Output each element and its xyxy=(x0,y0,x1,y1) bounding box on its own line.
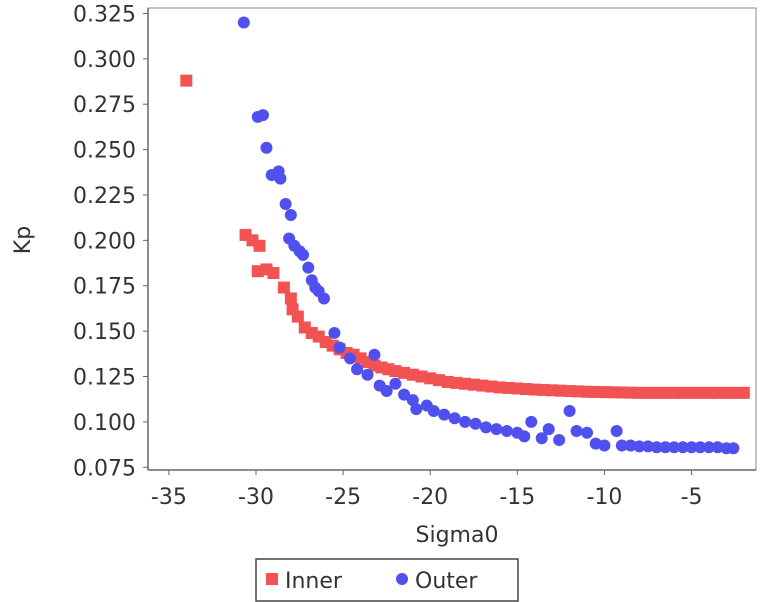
outer-point xyxy=(302,261,315,274)
outer-point xyxy=(260,141,273,154)
outer-point xyxy=(398,388,411,401)
x-tick-label: -25 xyxy=(325,485,361,510)
outer-point xyxy=(361,368,374,381)
plot-frame xyxy=(147,7,757,471)
outer-point xyxy=(351,363,364,376)
legend-frame xyxy=(255,558,519,602)
outer-point xyxy=(581,426,594,439)
y-tick-label: 0.100 xyxy=(73,411,136,436)
legend-inner-marker xyxy=(266,573,278,585)
outer-point xyxy=(610,424,623,437)
inner-point xyxy=(291,310,304,323)
y-tick-label: 0.250 xyxy=(73,139,136,164)
outer-point xyxy=(406,394,419,407)
outer-point xyxy=(624,439,637,452)
outer-point xyxy=(650,441,663,454)
x-tick-label: -20 xyxy=(412,485,448,510)
outer-point xyxy=(535,432,548,445)
tick-labels: -35 -30 -25 -20 -15 -10 -5 0.075 0.100 0.125 0.150… xyxy=(73,2,702,510)
outer-point xyxy=(615,439,628,452)
x-tick-label: -30 xyxy=(238,485,274,510)
outer-point xyxy=(598,439,611,452)
y-axis-title: Kp xyxy=(11,226,36,254)
y-tick-label: 0.225 xyxy=(73,184,136,209)
inner-point xyxy=(277,281,290,294)
outer-point xyxy=(317,292,330,305)
inner-point xyxy=(267,267,280,280)
outer-point xyxy=(633,440,646,453)
inner-point xyxy=(737,386,750,399)
outer-point xyxy=(279,198,292,211)
outer-point xyxy=(469,417,482,430)
outer-point xyxy=(328,326,341,339)
y-tick-label: 0.125 xyxy=(73,366,136,391)
x-axis-title: Sigma0 xyxy=(416,523,499,548)
outer-point xyxy=(553,434,566,447)
outer-point xyxy=(694,441,707,454)
y-tick-label: 0.200 xyxy=(73,229,136,254)
outer-point xyxy=(702,441,715,454)
y-tick-label: 0.150 xyxy=(73,320,136,345)
inner-point xyxy=(180,74,193,87)
outer-point xyxy=(448,412,461,425)
outer-point xyxy=(659,441,672,454)
legend-inner-label: Inner xyxy=(285,569,343,594)
outer-point xyxy=(344,352,357,365)
outer-point xyxy=(410,403,423,416)
outer-point xyxy=(274,172,287,185)
outer-point xyxy=(380,385,393,398)
outer-point xyxy=(711,441,724,454)
outer-point xyxy=(297,248,310,261)
x-tick-label: -35 xyxy=(151,485,187,510)
outer-point xyxy=(490,423,503,436)
outer-point xyxy=(333,341,346,354)
outer-point xyxy=(727,442,740,455)
y-tick-label: 0.325 xyxy=(73,2,136,27)
outer-point xyxy=(542,423,555,436)
outer-point xyxy=(570,424,583,437)
y-tick-label: 0.300 xyxy=(73,48,136,73)
outer-point xyxy=(237,16,250,29)
legend: Inner Outer xyxy=(255,558,519,602)
outer-point xyxy=(563,405,576,418)
outer-point xyxy=(368,348,381,361)
y-tick-label: 0.275 xyxy=(73,93,136,118)
y-tick-label: 0.075 xyxy=(73,456,136,481)
outer-point xyxy=(256,109,269,122)
outer-point xyxy=(525,415,538,428)
x-tick-label: -10 xyxy=(586,485,622,510)
outer-point xyxy=(518,430,531,443)
outer-point xyxy=(459,415,472,428)
plot-background xyxy=(148,8,756,470)
data-points xyxy=(180,16,750,455)
inner-point xyxy=(253,239,266,252)
x-tick-label: -5 xyxy=(681,485,703,510)
outer-point xyxy=(668,441,681,454)
x-tick-label: -15 xyxy=(499,485,535,510)
inner-point xyxy=(511,382,524,395)
outer-point xyxy=(389,377,402,390)
outer-point xyxy=(500,424,513,437)
legend-outer-label: Outer xyxy=(415,569,478,594)
outer-point xyxy=(427,405,440,418)
outer-point xyxy=(284,208,297,221)
legend-outer-marker xyxy=(396,573,408,585)
outer-point xyxy=(685,441,698,454)
outer-point xyxy=(641,440,654,453)
outer-point xyxy=(676,441,689,454)
inner-point xyxy=(284,292,297,305)
outer-point xyxy=(438,408,451,421)
y-tick-label: 0.175 xyxy=(73,275,136,300)
outer-point xyxy=(479,421,492,434)
